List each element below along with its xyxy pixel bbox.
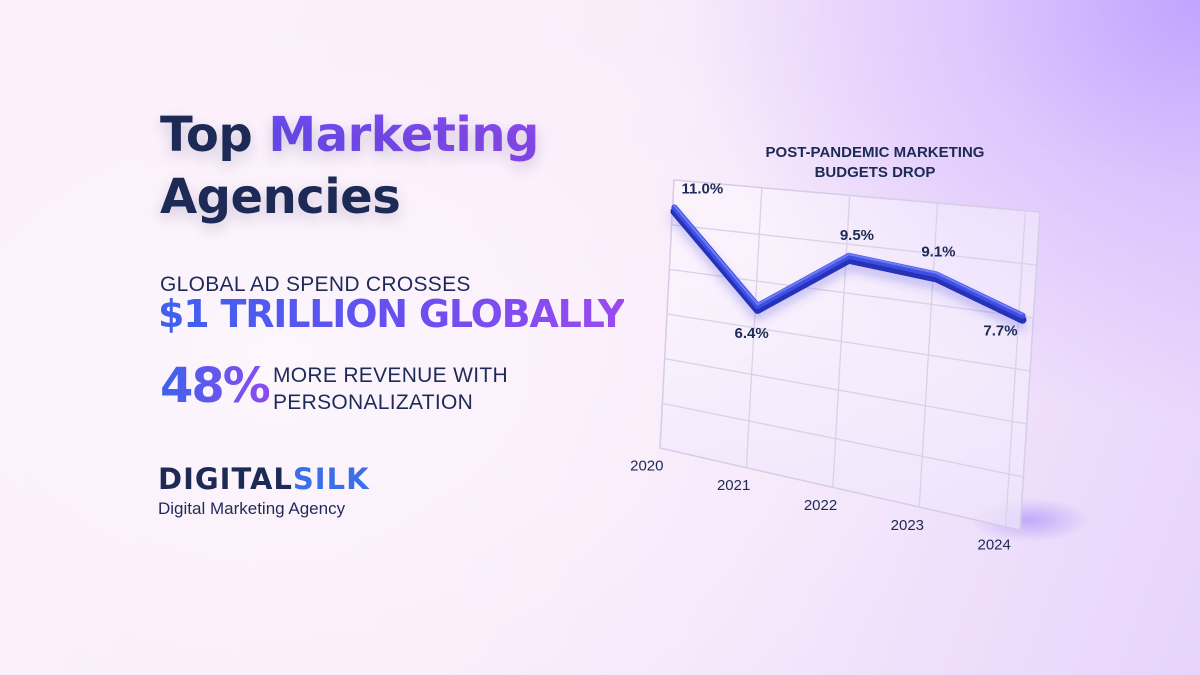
grid-line-horizontal bbox=[671, 224, 1037, 266]
headline: Top Marketing Agencies bbox=[160, 104, 539, 228]
grid-line-horizontal bbox=[666, 313, 1031, 372]
x-tick-label: 2023 bbox=[891, 517, 924, 534]
chart-line bbox=[670, 204, 1027, 324]
digitalsilk-logo: DIGITALSILK bbox=[158, 462, 370, 496]
data-label: 7.7% bbox=[983, 323, 1017, 340]
data-label: 9.1% bbox=[921, 243, 955, 260]
logo-word-silk: SILK bbox=[292, 462, 370, 496]
data-label: 6.4% bbox=[735, 325, 769, 342]
x-tick-label: 2022 bbox=[804, 497, 837, 514]
data-label: 11.0% bbox=[682, 180, 724, 197]
headline-accent: Marketing bbox=[268, 107, 539, 163]
x-tick-label: 2020 bbox=[630, 457, 663, 474]
grid-line-horizontal bbox=[662, 402, 1024, 478]
chart-value-labels: 11.0% 6.4% 9.5% 9.1% 7.7% bbox=[682, 180, 1018, 341]
grid-line-horizontal bbox=[664, 358, 1027, 425]
chart-x-ticks: 2020 2021 2022 2023 2024 bbox=[630, 457, 1011, 553]
headline-line-2: Agencies bbox=[160, 169, 401, 225]
chart-grid bbox=[659, 179, 1041, 531]
percent-stat: 48% bbox=[160, 358, 271, 414]
budget-line-chart: 11.0%6.4%9.5%9.1%7.7% 202020212022202320… bbox=[630, 179, 1090, 554]
series-line-highlight bbox=[673, 204, 1024, 316]
chart-title: POST-PANDEMIC MARKETING BUDGETS DROP bbox=[730, 143, 1020, 183]
x-tick-label: 2021 bbox=[717, 477, 750, 494]
logo-tagline: Digital Marketing Agency bbox=[158, 499, 346, 518]
data-label: 9.5% bbox=[840, 227, 874, 244]
percent-description-line-2: PERSONALIZATION bbox=[273, 391, 474, 414]
percent-description-line-1: MORE REVENUE WITH bbox=[273, 364, 508, 387]
percent-description: MORE REVENUE WITH PERSONALIZATION bbox=[273, 362, 508, 416]
x-tick-label: 2024 bbox=[978, 537, 1011, 554]
headline-plain: Top bbox=[160, 107, 269, 163]
chart-title-text: POST-PANDEMIC MARKETING BUDGETS DROP bbox=[765, 144, 985, 181]
headline-line-1: Top Marketing bbox=[160, 104, 539, 166]
trillion-stat: $1 TRILLION GLOBALLY bbox=[158, 292, 625, 336]
logo-word-digital: DIGITAL bbox=[158, 462, 293, 496]
ad-spend-kicker: GLOBAL AD SPEND CROSSES bbox=[160, 273, 471, 296]
